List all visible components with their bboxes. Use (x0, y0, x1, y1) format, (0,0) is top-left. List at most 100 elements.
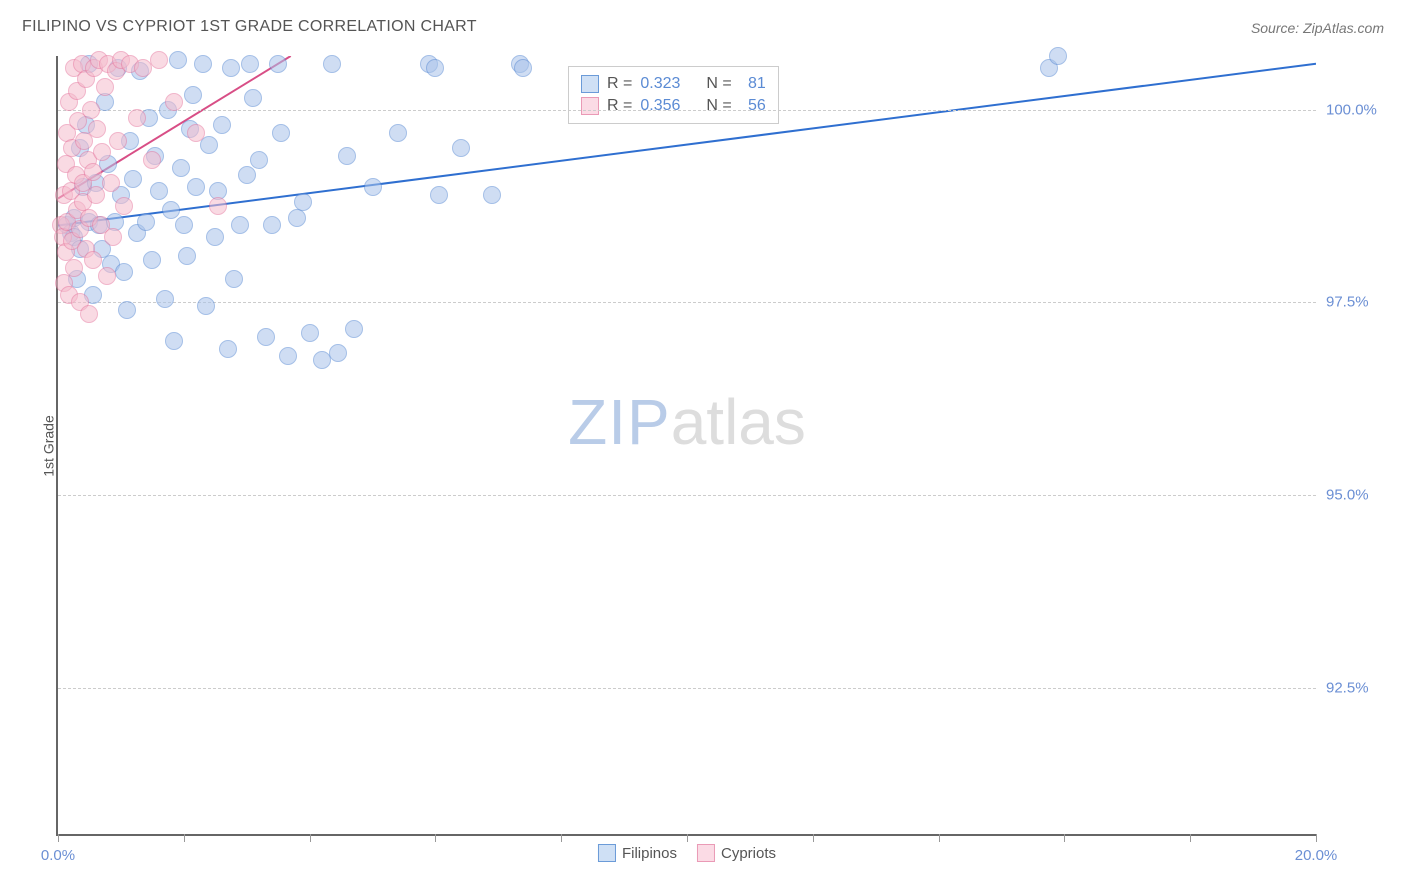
scatter-point (338, 147, 356, 165)
stats-legend-row: R = 0.356 N = 56 (569, 95, 778, 117)
scatter-point (222, 59, 240, 77)
source-label: Source: ZipAtlas.com (1251, 20, 1384, 36)
stat-r-value: 0.356 (640, 97, 680, 115)
stats-legend-box: R = 0.323 N = 81 R = 0.356 N = 56 (568, 66, 779, 124)
gridline-h (58, 302, 1316, 303)
x-tick-mark (813, 834, 814, 842)
scatter-point (162, 201, 180, 219)
scatter-point (175, 216, 193, 234)
plot-area: ZIPatlas R = 0.323N = 81R = 0.356N = 56 … (56, 56, 1316, 836)
scatter-point (178, 247, 196, 265)
scatter-point (115, 197, 133, 215)
scatter-point (118, 301, 136, 319)
scatter-point (115, 263, 133, 281)
scatter-point (137, 213, 155, 231)
x-tick-mark (1190, 834, 1191, 842)
stat-n-label: N = (706, 75, 731, 93)
x-tick-label: 20.0% (1295, 847, 1338, 864)
scatter-point (187, 124, 205, 142)
legend-label: Cypriots (721, 845, 776, 862)
scatter-point (197, 297, 215, 315)
scatter-point (1049, 47, 1067, 65)
scatter-point (184, 86, 202, 104)
x-tick-mark (1064, 834, 1065, 842)
scatter-point (209, 197, 227, 215)
bottom-legend-item: Cypriots (697, 844, 776, 862)
stat-n-value: 56 (740, 97, 766, 115)
scatter-point (150, 51, 168, 69)
scatter-point (172, 159, 190, 177)
x-tick-mark (58, 834, 59, 842)
y-tick-label: 95.0% (1326, 487, 1396, 504)
y-tick-label: 92.5% (1326, 679, 1396, 696)
gridline-h (58, 688, 1316, 689)
scatter-point (102, 174, 120, 192)
x-tick-mark (561, 834, 562, 842)
scatter-point (257, 328, 275, 346)
stats-legend-row: R = 0.323 N = 81 (569, 73, 778, 95)
scatter-point (84, 163, 102, 181)
scatter-point (206, 228, 224, 246)
gridline-h (58, 110, 1316, 111)
legend-swatch (581, 97, 599, 115)
bottom-legend-item: Filipinos (598, 844, 677, 862)
y-tick-label: 100.0% (1326, 101, 1396, 118)
scatter-point (143, 151, 161, 169)
y-axis-label: 1st Grade (41, 415, 57, 476)
chart-title: FILIPINO VS CYPRIOT 1ST GRADE CORRELATIO… (22, 18, 477, 36)
x-tick-mark (1316, 834, 1317, 842)
scatter-point (288, 209, 306, 227)
scatter-point (104, 228, 122, 246)
legend-label: Filipinos (622, 845, 677, 862)
watermark: ZIPatlas (568, 385, 806, 459)
scatter-point (165, 93, 183, 111)
scatter-point (156, 290, 174, 308)
bottom-legend: Filipinos Cypriots (598, 844, 776, 862)
scatter-point (452, 139, 470, 157)
scatter-point (82, 101, 100, 119)
scatter-point (269, 55, 287, 73)
scatter-point (272, 124, 290, 142)
scatter-point (80, 305, 98, 323)
scatter-point (483, 186, 501, 204)
scatter-point (88, 120, 106, 138)
legend-swatch (598, 844, 616, 862)
x-tick-mark (184, 834, 185, 842)
scatter-point (225, 270, 243, 288)
scatter-point (250, 151, 268, 169)
stat-n-label: N = (706, 97, 731, 115)
scatter-point (87, 186, 105, 204)
scatter-point (150, 182, 168, 200)
scatter-point (96, 78, 114, 96)
scatter-point (279, 347, 297, 365)
scatter-point (263, 216, 281, 234)
scatter-point (231, 216, 249, 234)
y-tick-label: 97.5% (1326, 294, 1396, 311)
scatter-point (244, 89, 262, 107)
legend-swatch (581, 75, 599, 93)
stat-r-value: 0.323 (640, 75, 680, 93)
scatter-point (109, 132, 127, 150)
scatter-point (84, 251, 102, 269)
legend-swatch (697, 844, 715, 862)
scatter-point (430, 186, 448, 204)
stat-r-label: R = (607, 97, 632, 115)
scatter-point (301, 324, 319, 342)
x-tick-mark (310, 834, 311, 842)
scatter-point (345, 320, 363, 338)
scatter-point (165, 332, 183, 350)
watermark-zip: ZIP (568, 386, 671, 458)
scatter-point (143, 251, 161, 269)
gridline-h (58, 495, 1316, 496)
stat-n-value: 81 (740, 75, 766, 93)
scatter-point (426, 59, 444, 77)
watermark-atlas: atlas (671, 386, 806, 458)
scatter-point (93, 143, 111, 161)
scatter-point (187, 178, 205, 196)
x-tick-mark (687, 834, 688, 842)
scatter-point (364, 178, 382, 196)
stat-r-label: R = (607, 75, 632, 93)
scatter-point (238, 166, 256, 184)
scatter-point (323, 55, 341, 73)
x-tick-mark (435, 834, 436, 842)
